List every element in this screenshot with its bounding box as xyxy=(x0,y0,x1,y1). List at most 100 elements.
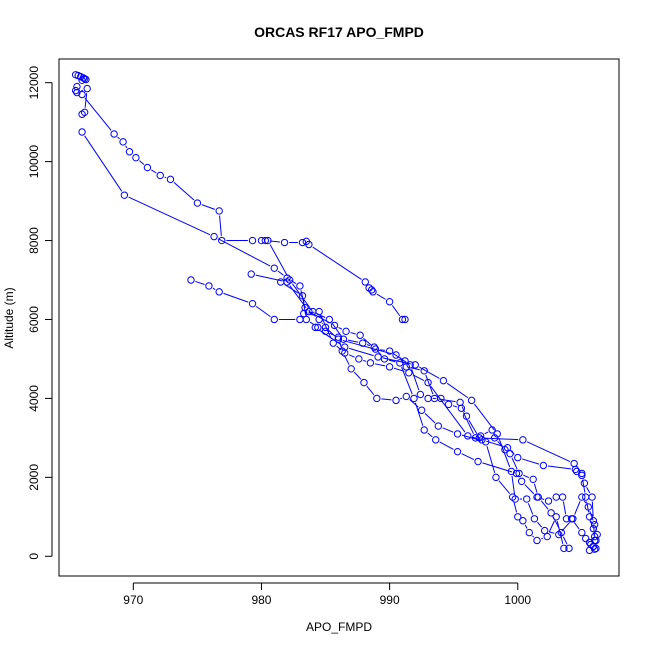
data-point xyxy=(309,307,317,316)
series-segment xyxy=(164,176,167,179)
y-tick-label: 12000 xyxy=(27,66,41,100)
series-segment xyxy=(483,437,519,441)
series-segment xyxy=(524,484,535,495)
data-point xyxy=(555,530,563,539)
series-segment xyxy=(419,366,440,379)
data-point xyxy=(565,544,573,553)
data-point xyxy=(560,544,568,553)
data-point xyxy=(385,363,394,371)
series-segment xyxy=(312,313,331,324)
data-point xyxy=(569,515,577,523)
data-point xyxy=(355,355,363,363)
data-point xyxy=(119,138,127,146)
series-segment xyxy=(589,511,594,521)
series-segment xyxy=(425,374,434,395)
data-point xyxy=(367,286,376,294)
series-segment xyxy=(523,474,530,478)
data-point xyxy=(580,479,589,487)
series-segment xyxy=(376,293,386,300)
series-segment xyxy=(393,353,407,363)
data-point xyxy=(578,471,586,480)
series-segment xyxy=(350,332,356,335)
data-point xyxy=(321,323,330,332)
series-segment xyxy=(151,169,157,174)
series-2 xyxy=(78,90,409,324)
data-point xyxy=(493,430,501,438)
series-6 xyxy=(264,236,598,551)
data-point xyxy=(405,369,413,377)
series-segment xyxy=(269,240,281,243)
series-segment xyxy=(412,374,425,381)
data-point xyxy=(474,457,482,466)
data-point xyxy=(439,376,448,385)
data-point xyxy=(539,461,548,470)
data-point xyxy=(300,309,308,318)
plot-box xyxy=(58,58,620,577)
series-3 xyxy=(78,128,600,553)
data-point xyxy=(453,430,462,438)
data-point xyxy=(420,426,428,434)
data-point xyxy=(417,406,426,414)
data-point xyxy=(525,528,533,537)
data-point xyxy=(73,88,81,97)
data-point xyxy=(248,236,257,245)
series-segment xyxy=(321,322,324,325)
series-segment xyxy=(277,270,284,276)
series-segment xyxy=(219,215,222,237)
x-axis-label: APO_FMPD xyxy=(306,620,372,634)
data-point xyxy=(143,163,152,172)
data-point xyxy=(347,365,355,373)
series-segment xyxy=(363,359,367,362)
data-point xyxy=(515,469,523,478)
series-segment xyxy=(498,438,511,468)
data-point xyxy=(533,493,541,501)
data-point xyxy=(341,343,349,351)
data-point xyxy=(356,331,364,339)
data-point xyxy=(512,469,521,478)
series-segment xyxy=(424,413,436,424)
x-tick-label: 990 xyxy=(380,593,400,607)
series-segment xyxy=(84,135,123,192)
series-segment xyxy=(430,386,466,433)
data-point xyxy=(592,536,600,545)
series-segment xyxy=(128,196,211,236)
series-segment xyxy=(318,329,342,345)
data-point xyxy=(424,378,432,387)
series-segment xyxy=(486,446,496,474)
data-point xyxy=(406,361,414,369)
data-point xyxy=(420,367,428,375)
data-point xyxy=(370,343,378,351)
data-point xyxy=(247,270,255,278)
series-segment xyxy=(510,450,515,455)
series-segment xyxy=(524,524,528,529)
data-point xyxy=(125,148,134,156)
series-segment xyxy=(526,441,571,463)
data-point xyxy=(392,396,400,405)
data-point xyxy=(588,493,596,501)
data-point xyxy=(366,359,375,367)
data-point xyxy=(411,361,419,369)
data-point xyxy=(457,404,466,412)
data-point xyxy=(437,394,445,403)
series-segment xyxy=(212,287,216,290)
data-point xyxy=(302,315,311,324)
series-segment xyxy=(511,457,518,470)
data-point xyxy=(410,394,418,403)
data-point xyxy=(215,207,223,215)
y-axis-label: Altitude (m) xyxy=(2,287,16,348)
data-point xyxy=(402,392,410,401)
data-point xyxy=(578,493,586,501)
data-point xyxy=(506,449,514,458)
data-point xyxy=(519,436,527,444)
data-point xyxy=(444,400,453,409)
series-segment xyxy=(388,359,396,363)
series-segment xyxy=(139,160,145,165)
series-segment xyxy=(291,283,311,309)
series-segment xyxy=(84,97,112,131)
data-point xyxy=(584,503,592,511)
data-point xyxy=(578,469,586,478)
series-segment xyxy=(343,354,350,365)
series-segment xyxy=(513,501,518,513)
series-segment xyxy=(541,498,545,500)
series-segment xyxy=(223,292,249,303)
